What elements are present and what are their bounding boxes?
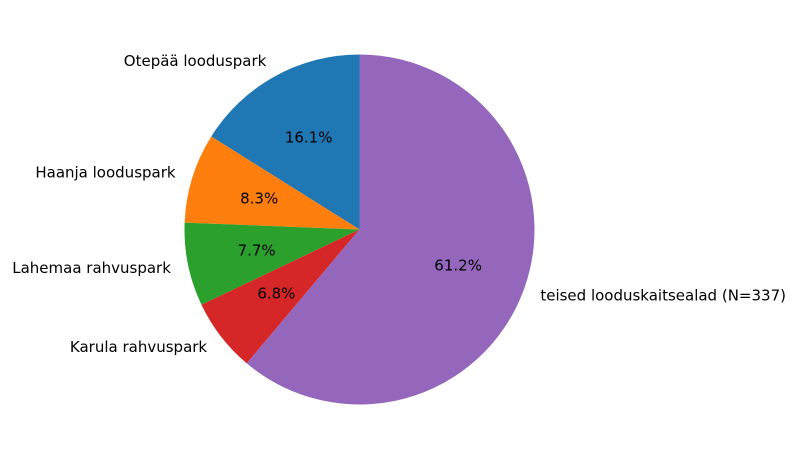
- pie-value-label: 8.3%: [240, 190, 278, 208]
- pie-slices: [184, 54, 535, 405]
- pie-slice-lahemaa-rahvuspark: [184, 222, 360, 305]
- pie-category-label: teised looduskaitsealad (N=337): [540, 287, 786, 305]
- pie-value-label: 7.7%: [238, 242, 276, 260]
- pie-category-label: Otepää looduspark: [124, 52, 267, 70]
- pie-slice-karula-rahvuspark: [201, 229, 360, 364]
- pie-slice-otep-looduspark: [211, 54, 360, 230]
- pie-category-label: Karula rahvuspark: [70, 338, 208, 356]
- pie-labels: 16.1% Otepää looduspark 8.3% Haanja loodusp…: [12, 52, 786, 356]
- pie-value-label: 6.8%: [257, 285, 295, 303]
- pie-value-label: 16.1%: [285, 129, 333, 147]
- pie-category-label: Lahemaa rahvuspark: [12, 259, 171, 277]
- pie-value-label: 61.2%: [434, 257, 482, 275]
- pie-slice-haanja-looduspark: [184, 136, 360, 230]
- pie-slice-teised-looduskaitsealad-n-337: [246, 54, 535, 405]
- pie-category-label: Haanja looduspark: [35, 164, 176, 182]
